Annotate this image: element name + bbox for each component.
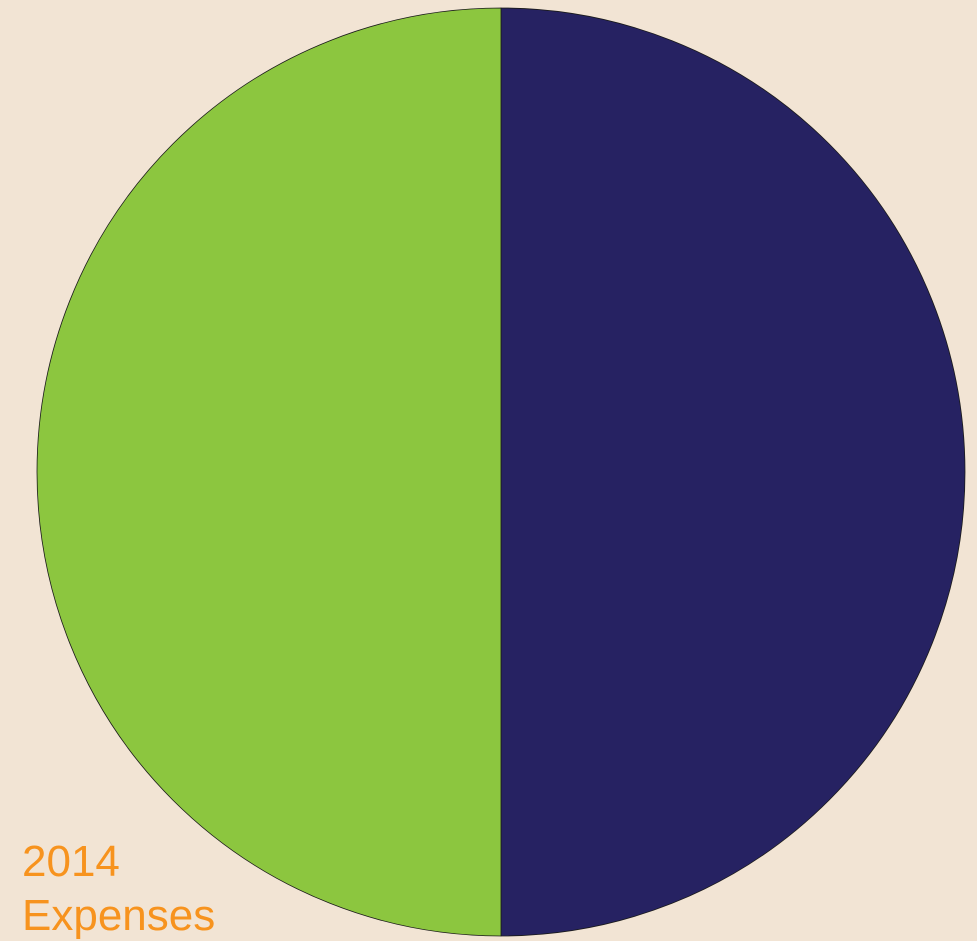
pie-slice xyxy=(500,7,966,937)
chart-subtitle: Expenses xyxy=(22,891,215,940)
pie-slice xyxy=(36,7,502,937)
chart-title: 2014 xyxy=(22,837,120,886)
pie xyxy=(36,7,966,937)
